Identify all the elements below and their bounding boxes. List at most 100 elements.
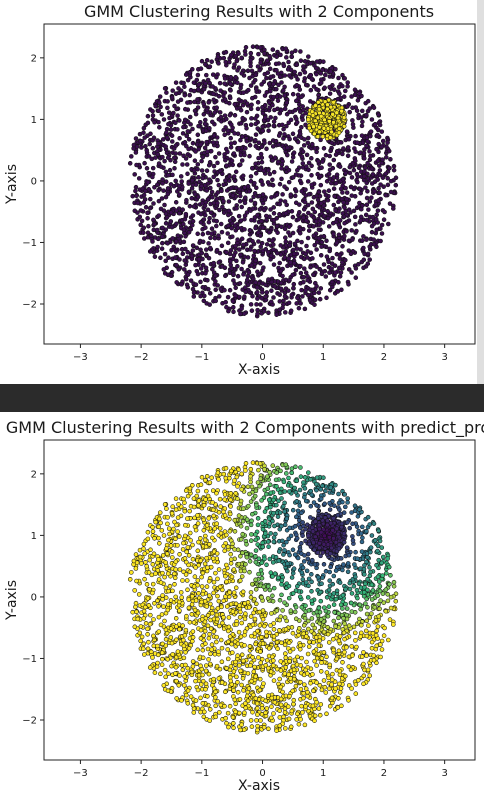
scatter-point [217, 526, 223, 531]
scatter-point [227, 287, 233, 293]
scatter-point [163, 169, 169, 175]
scatter-point [244, 101, 250, 106]
x-axis-label: X-axis [238, 362, 280, 378]
scatter-point [281, 88, 286, 93]
scatter-point [255, 289, 260, 295]
scatter-point [202, 203, 208, 209]
scatter-point [298, 247, 303, 252]
scatter-point [145, 529, 151, 535]
scatter-point [138, 208, 144, 213]
scatter-point [288, 117, 294, 123]
scatter-point [193, 149, 198, 154]
scatter-point [219, 645, 225, 651]
scatter-point [286, 167, 292, 173]
scatter-point [352, 630, 358, 636]
scatter-point [336, 232, 342, 238]
scatter-point [160, 225, 165, 231]
scatter-point [386, 221, 391, 227]
scatter-point [200, 175, 206, 181]
scatter-point [141, 125, 147, 131]
scatter-point [383, 192, 389, 198]
scatter-point [356, 581, 362, 587]
scatter-point [149, 233, 154, 239]
scatter-point [242, 152, 247, 158]
scatter-point [186, 605, 192, 611]
right-edge-bar [477, 0, 484, 384]
scatter-point [182, 117, 188, 123]
scatter-point [249, 724, 255, 729]
scatter-point [133, 184, 139, 190]
scatter-point [255, 100, 261, 105]
scatter-point [134, 609, 139, 615]
scatter-point [274, 608, 280, 613]
scatter-point [181, 643, 187, 649]
scatter-point [343, 601, 348, 607]
scatter-point [300, 113, 305, 118]
scatter-point [369, 166, 375, 172]
scatter-point [253, 72, 259, 78]
scatter-point [261, 309, 267, 314]
scatter-point [138, 624, 144, 629]
scatter-point [358, 115, 364, 120]
scatter-point [365, 667, 371, 673]
scatter-point [158, 104, 163, 110]
scatter-point [257, 260, 263, 266]
scatter-point [289, 159, 295, 164]
scatter-point [355, 179, 360, 185]
scatter-point [374, 227, 379, 233]
scatter-point [193, 678, 198, 684]
scatter-point [308, 488, 314, 494]
scatter-point [257, 45, 263, 50]
scatter-point [228, 81, 233, 87]
scatter-point [375, 158, 381, 164]
scatter-point [278, 268, 284, 274]
scatter-point [326, 188, 332, 193]
scatter-point [185, 77, 191, 83]
scatter-point [262, 207, 267, 213]
scatter-point [180, 667, 186, 673]
scatter-point [356, 262, 361, 267]
scatter-point [151, 217, 156, 223]
scatter-point [313, 118, 318, 124]
scatter-point [224, 116, 229, 122]
scatter-point [217, 168, 223, 174]
scatter-point [227, 112, 233, 118]
scatter-point [314, 487, 319, 493]
scatter-point [327, 176, 333, 181]
scatter-point [277, 597, 283, 603]
scatter-point [185, 701, 191, 706]
scatter-point [379, 129, 385, 134]
scatter-point [238, 193, 243, 199]
scatter-point [367, 673, 372, 678]
scatter-point [361, 234, 366, 239]
scatter-point [253, 121, 259, 127]
scatter-point [341, 200, 346, 205]
scatter-point [329, 695, 335, 701]
scatter-point [242, 213, 248, 218]
scatter-point [257, 271, 263, 277]
scatter-point [181, 239, 187, 245]
scatter-point [315, 134, 321, 139]
scatter-point [280, 689, 285, 695]
scatter-point [310, 672, 315, 677]
scatter-point [374, 643, 379, 649]
scatter-point [216, 182, 222, 188]
scatter-point [203, 271, 208, 276]
scatter-point [161, 267, 167, 272]
scatter-point [271, 295, 276, 300]
scatter-point [186, 146, 191, 152]
scatter-point [238, 82, 244, 88]
scatter-point [248, 479, 253, 485]
scatter-point [195, 132, 201, 138]
scatter-point [179, 282, 184, 287]
scatter-point [204, 247, 209, 252]
scatter-point [133, 136, 139, 141]
scatter-point [256, 51, 261, 57]
scatter-point [233, 285, 238, 291]
scatter-point [143, 188, 148, 194]
scatter-point [187, 153, 193, 159]
scatter-point [231, 151, 237, 156]
scatter-point [211, 97, 216, 103]
scatter-point [237, 247, 242, 252]
scatter-point [310, 113, 316, 118]
